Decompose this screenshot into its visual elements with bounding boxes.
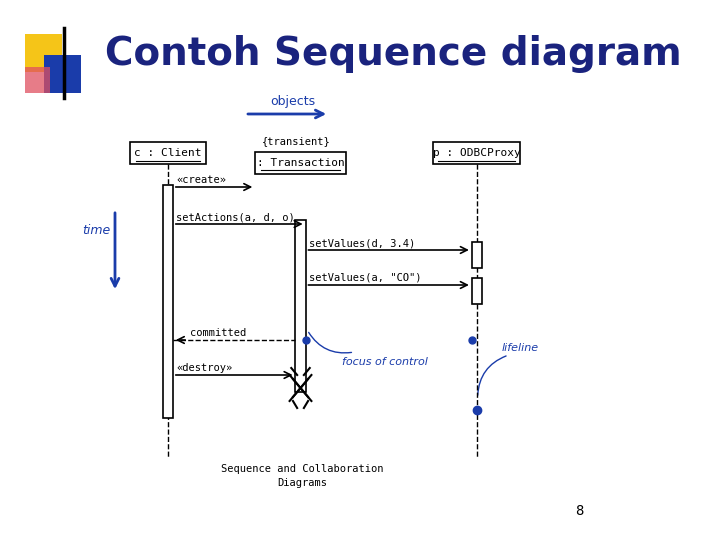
Bar (255, 152, 346, 174)
Text: : Transaction: : Transaction (256, 158, 344, 168)
Text: focus of control: focus of control (343, 357, 428, 367)
Bar (25, 34, 62, 72)
Text: {transient}: {transient} (262, 136, 330, 146)
Bar (25, 67, 50, 93)
Text: lifeline: lifeline (502, 343, 539, 353)
Bar (472, 242, 482, 268)
Text: c : Client: c : Client (134, 148, 202, 158)
Bar (44, 55, 81, 93)
Text: Sequence and Collaboration
Diagrams: Sequence and Collaboration Diagrams (221, 464, 384, 488)
Text: setValues(d, 3.4): setValues(d, 3.4) (309, 238, 415, 248)
Text: p : ODBCProxy: p : ODBCProxy (433, 148, 521, 158)
Text: committed: committed (189, 328, 246, 338)
Text: setActions(a, d, o): setActions(a, d, o) (176, 212, 295, 222)
Text: time: time (82, 224, 111, 237)
Bar (163, 185, 173, 418)
Bar (472, 278, 482, 304)
Text: objects: objects (270, 95, 315, 108)
Bar (130, 142, 206, 164)
Text: Contoh Sequence diagram: Contoh Sequence diagram (105, 35, 682, 73)
FancyArrowPatch shape (478, 356, 506, 395)
Text: «create»: «create» (176, 175, 226, 185)
FancyArrowPatch shape (309, 333, 351, 353)
Text: setValues(a, "CO"): setValues(a, "CO") (309, 273, 421, 283)
Bar (295, 220, 305, 392)
Text: «destroy»: «destroy» (176, 363, 233, 373)
Bar (433, 142, 521, 164)
Text: 8: 8 (575, 504, 583, 518)
